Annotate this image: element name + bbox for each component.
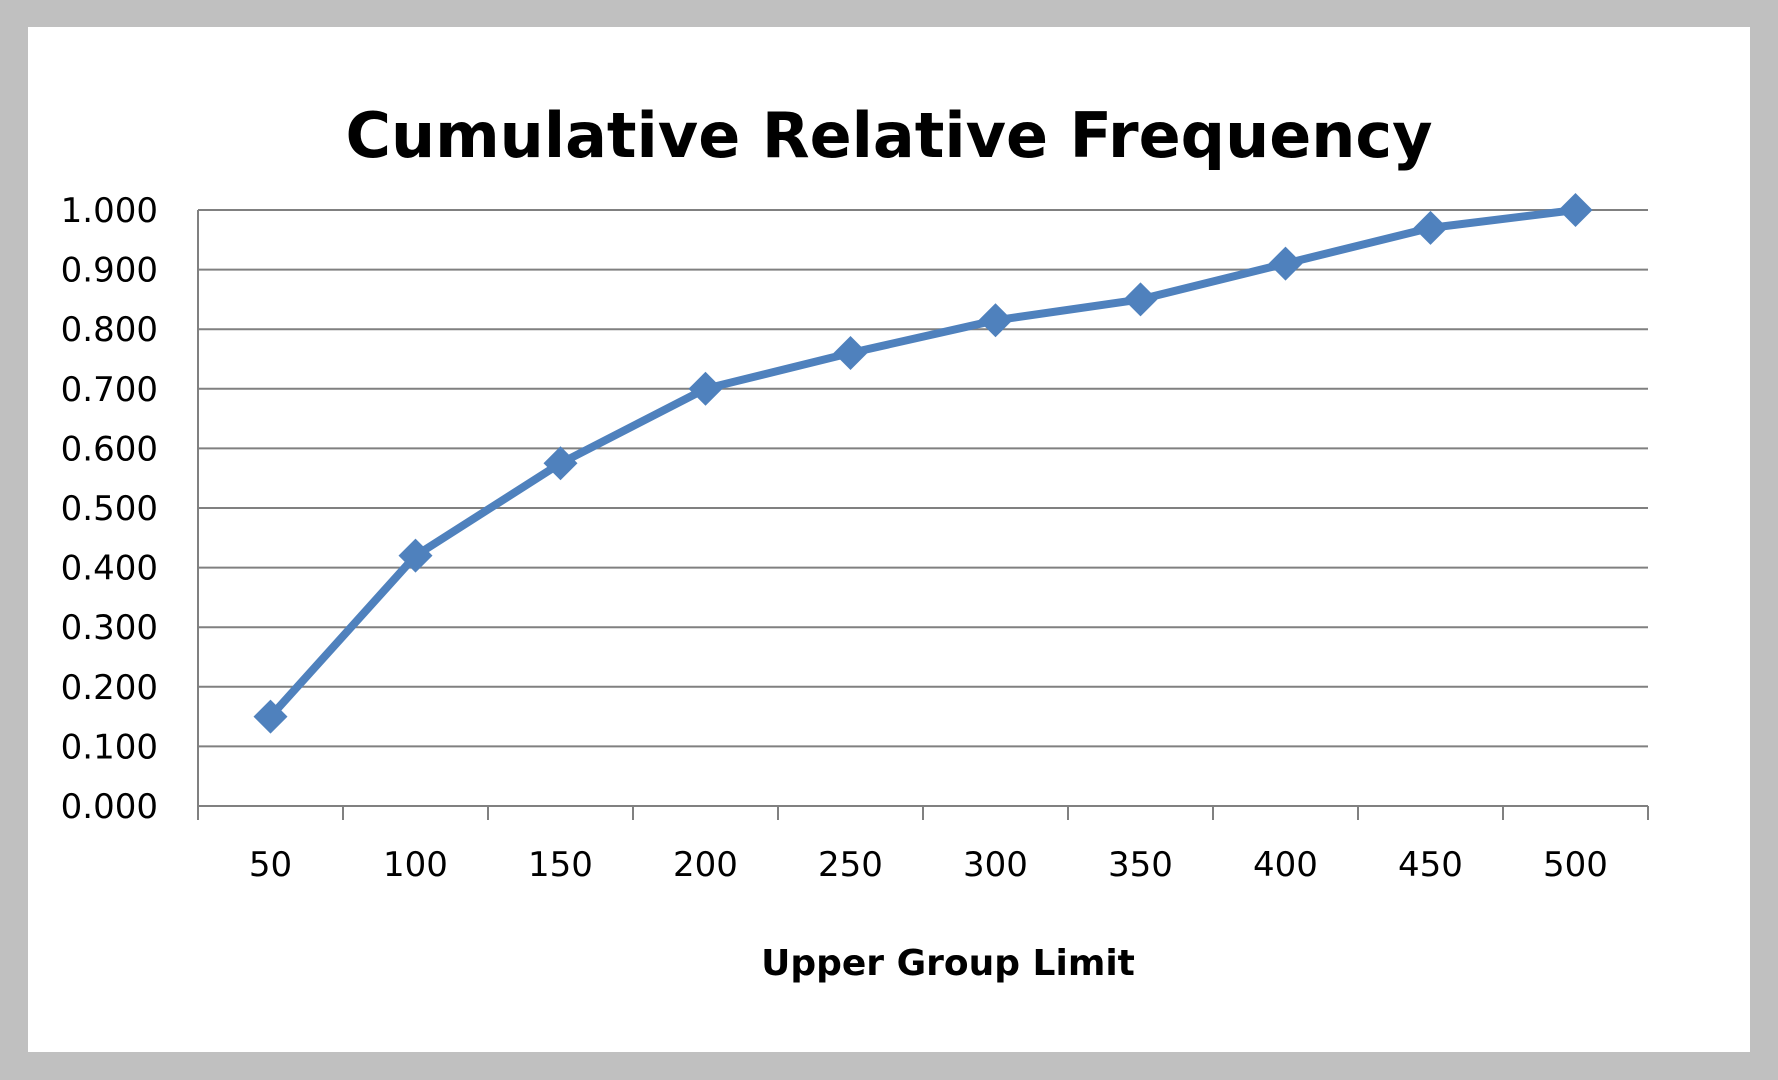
x-tick-label-450: 450 bbox=[1398, 845, 1463, 885]
y-tick-label-0.300: 0.300 bbox=[61, 608, 158, 648]
y-tick-label-0.200: 0.200 bbox=[61, 668, 158, 708]
data-point-500 bbox=[1558, 193, 1593, 227]
chart-frame: Cumulative Relative Frequency 0.000 0.100… bbox=[28, 27, 1750, 1052]
y-axis-tick-labels: 0.000 0.100 0.200 0.300 0.400 0.500 0.600 0.700… bbox=[61, 191, 158, 827]
data-point-300 bbox=[978, 303, 1013, 338]
x-tick-label-250: 250 bbox=[818, 845, 883, 885]
y-tick-label-0.000: 0.000 bbox=[61, 787, 158, 827]
x-tick-label-350: 350 bbox=[1108, 845, 1173, 885]
y-tick-label-0.400: 0.400 bbox=[61, 549, 158, 589]
x-tick-label-500: 500 bbox=[1543, 845, 1608, 885]
y-tick-label-0.500: 0.500 bbox=[61, 489, 158, 529]
y-tick-label-1.000: 1.000 bbox=[61, 191, 158, 231]
y-tick-label-0.600: 0.600 bbox=[61, 429, 158, 469]
chart-title: Cumulative Relative Frequency bbox=[345, 99, 1432, 172]
chart-svg: Cumulative Relative Frequency 0.000 0.100… bbox=[61, 99, 1649, 984]
x-tick-label-200: 200 bbox=[673, 845, 738, 885]
y-tick-label-0.900: 0.900 bbox=[61, 251, 158, 291]
data-point-400 bbox=[1268, 246, 1303, 281]
grid-lines bbox=[198, 209, 1648, 807]
x-axis-title: Upper Group Limit bbox=[761, 943, 1135, 984]
series-layer bbox=[253, 193, 1593, 734]
series-line bbox=[266, 206, 1580, 721]
x-axis bbox=[197, 210, 1649, 820]
x-tick-label-400: 400 bbox=[1253, 845, 1318, 885]
y-tick-label-0.100: 0.100 bbox=[61, 727, 158, 767]
x-tick-label-100: 100 bbox=[383, 845, 448, 885]
data-point-350 bbox=[1123, 282, 1158, 317]
x-tick-label-300: 300 bbox=[963, 845, 1028, 885]
data-point-50 bbox=[253, 699, 288, 734]
x-tick-label-150: 150 bbox=[528, 845, 593, 885]
y-tick-label-0.700: 0.700 bbox=[61, 370, 158, 410]
data-point-150 bbox=[543, 446, 578, 481]
x-axis-tick-labels: 50 100 150 200 250 300 350 400 450 500 bbox=[249, 845, 1608, 885]
x-tick-label-50: 50 bbox=[249, 845, 292, 885]
data-point-200 bbox=[688, 371, 723, 406]
data-point-450 bbox=[1413, 210, 1448, 245]
y-tick-label-0.800: 0.800 bbox=[61, 310, 158, 350]
data-point-250 bbox=[833, 336, 868, 371]
data-point-100 bbox=[398, 538, 433, 573]
